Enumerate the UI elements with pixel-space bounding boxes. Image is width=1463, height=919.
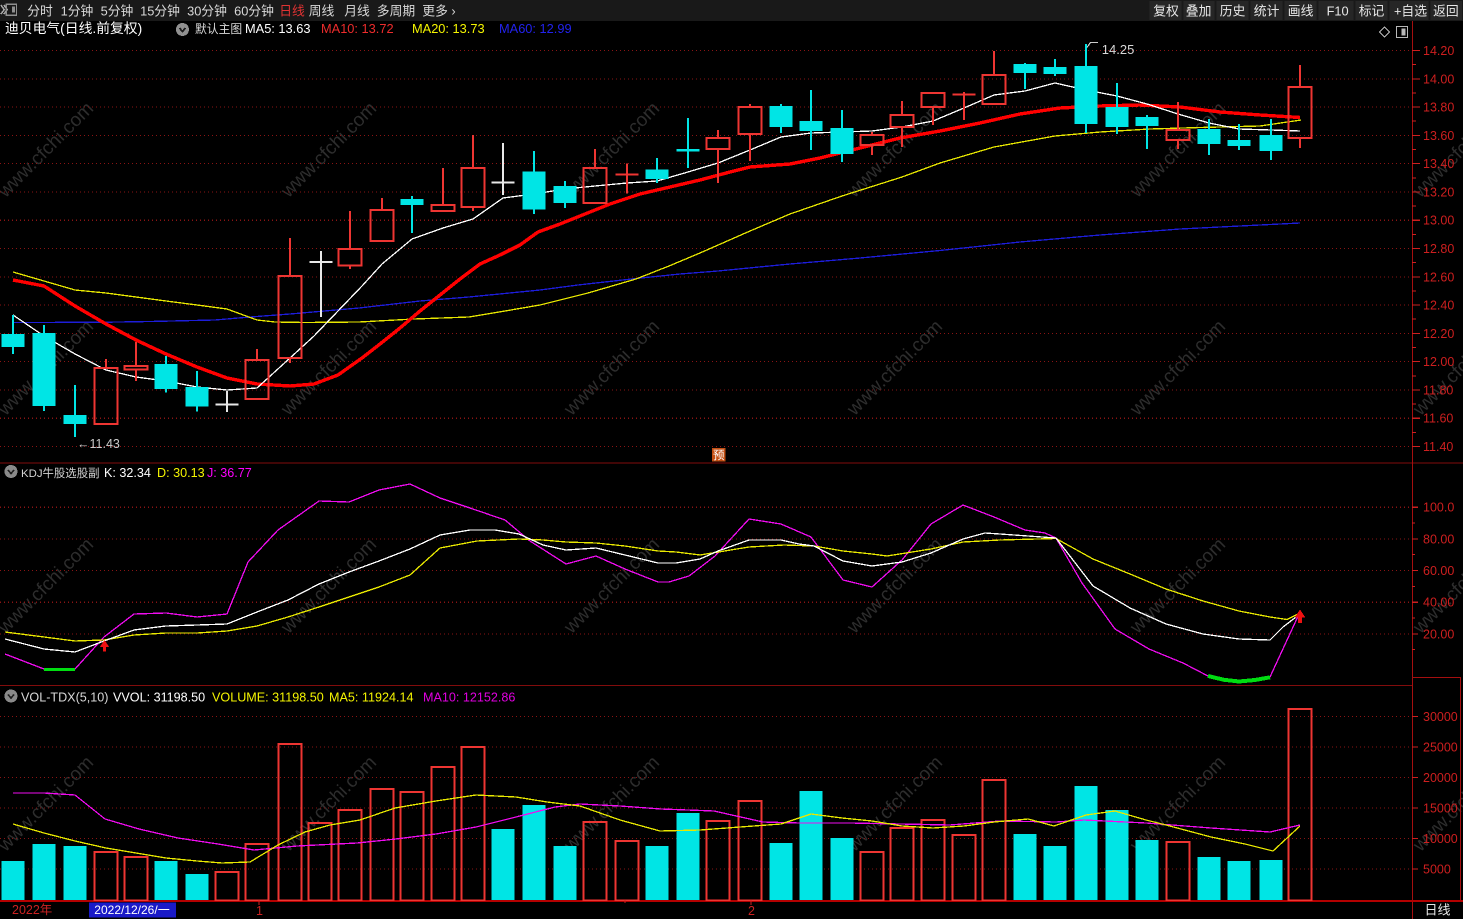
svg-text:MA60: 12.99: MA60: 12.99	[499, 21, 572, 36]
svg-text:12.40: 12.40	[1423, 299, 1454, 313]
svg-text:MA10: 13.72: MA10: 13.72	[321, 21, 394, 36]
svg-text:叠加: 叠加	[1186, 4, 1212, 19]
svg-text:12.80: 12.80	[1423, 242, 1454, 256]
svg-text:MA10: 12152.86: MA10: 12152.86	[423, 691, 515, 705]
svg-text:K: 32.34: K: 32.34	[104, 466, 151, 480]
svg-text:11.40: 11.40	[1423, 440, 1453, 454]
svg-text:10000: 10000	[1423, 832, 1458, 846]
svg-text:11.60: 11.60	[1423, 412, 1453, 426]
svg-text:14.25: 14.25	[1102, 42, 1135, 57]
svg-text:13.80: 13.80	[1423, 101, 1454, 115]
svg-text:2022/12/26/一: 2022/12/26/一	[94, 903, 169, 917]
svg-text:+自选: +自选	[1394, 4, 1427, 19]
svg-text:12.00: 12.00	[1423, 355, 1454, 369]
svg-text:15000: 15000	[1423, 802, 1458, 816]
svg-text:D: 30.13: D: 30.13	[157, 466, 205, 480]
svg-text:40.00: 40.00	[1423, 596, 1454, 610]
svg-text:13.40: 13.40	[1423, 157, 1454, 171]
svg-text:80.00: 80.00	[1423, 532, 1454, 546]
svg-text:MA5: 11924.14: MA5: 11924.14	[329, 691, 414, 705]
svg-text:标记: 标记	[1359, 4, 1385, 19]
svg-text:迪贝电气(日线.前复权): 迪贝电气(日线.前复权)	[5, 20, 142, 36]
svg-text:2: 2	[748, 904, 755, 918]
svg-text:12.20: 12.20	[1423, 327, 1454, 341]
svg-text:60分钟: 60分钟	[234, 4, 274, 19]
svg-text:画线: 画线	[1288, 4, 1314, 19]
svg-text:KDJ牛股选股副: KDJ牛股选股副	[21, 466, 99, 480]
svg-text:VVOL: 31198.50: VVOL: 31198.50	[113, 691, 205, 705]
svg-text:20000: 20000	[1423, 771, 1458, 785]
svg-text:30分钟: 30分钟	[187, 4, 227, 19]
svg-text:VOL-TDX(5,10): VOL-TDX(5,10)	[21, 691, 108, 705]
svg-text:周线: 周线	[309, 4, 335, 19]
svg-text:2022年: 2022年	[12, 903, 52, 917]
svg-text:1分钟: 1分钟	[61, 4, 94, 19]
svg-text:更多 ›: 更多 ›	[422, 4, 455, 19]
svg-text:13.00: 13.00	[1423, 214, 1454, 228]
svg-text:预: 预	[713, 449, 725, 462]
svg-text:←11.43: ←11.43	[77, 437, 120, 451]
svg-text:F10: F10	[1327, 4, 1349, 19]
svg-text:VOLUME: 31198.50: VOLUME: 31198.50	[212, 691, 324, 705]
svg-text:历史: 历史	[1220, 4, 1246, 19]
svg-text:J: 36.77: J: 36.77	[207, 466, 252, 480]
svg-text:MA20: 13.73: MA20: 13.73	[412, 21, 485, 36]
svg-text:30000: 30000	[1423, 710, 1458, 724]
svg-text:5000: 5000	[1423, 863, 1451, 877]
svg-text:14.20: 14.20	[1423, 44, 1454, 58]
svg-text:MA5: 13.63: MA5: 13.63	[245, 21, 310, 36]
svg-text:1: 1	[256, 904, 263, 918]
svg-text:20.00: 20.00	[1423, 627, 1454, 641]
svg-text:多周期: 多周期	[377, 4, 415, 19]
svg-text:日线: 日线	[279, 4, 305, 19]
svg-text:月线: 月线	[344, 4, 370, 19]
svg-text:14.00: 14.00	[1423, 72, 1454, 86]
svg-text:13.60: 13.60	[1423, 129, 1454, 143]
svg-text:100.0: 100.0	[1423, 501, 1454, 515]
svg-text:13.20: 13.20	[1423, 185, 1454, 199]
svg-text:25000: 25000	[1423, 741, 1458, 755]
svg-text:默认主图: 默认主图	[195, 22, 242, 36]
svg-text:统计: 统计	[1254, 4, 1280, 19]
svg-text:12.60: 12.60	[1423, 270, 1454, 284]
svg-text:60.00: 60.00	[1423, 564, 1454, 578]
svg-text:返回: 返回	[1433, 4, 1459, 19]
svg-text:日线: 日线	[1425, 903, 1451, 918]
svg-text:分时: 分时	[27, 4, 53, 19]
svg-text:15分钟: 15分钟	[140, 4, 180, 19]
svg-text:复权: 复权	[1153, 4, 1179, 19]
svg-text:11.80: 11.80	[1423, 383, 1453, 397]
svg-text:5分钟: 5分钟	[101, 4, 134, 19]
